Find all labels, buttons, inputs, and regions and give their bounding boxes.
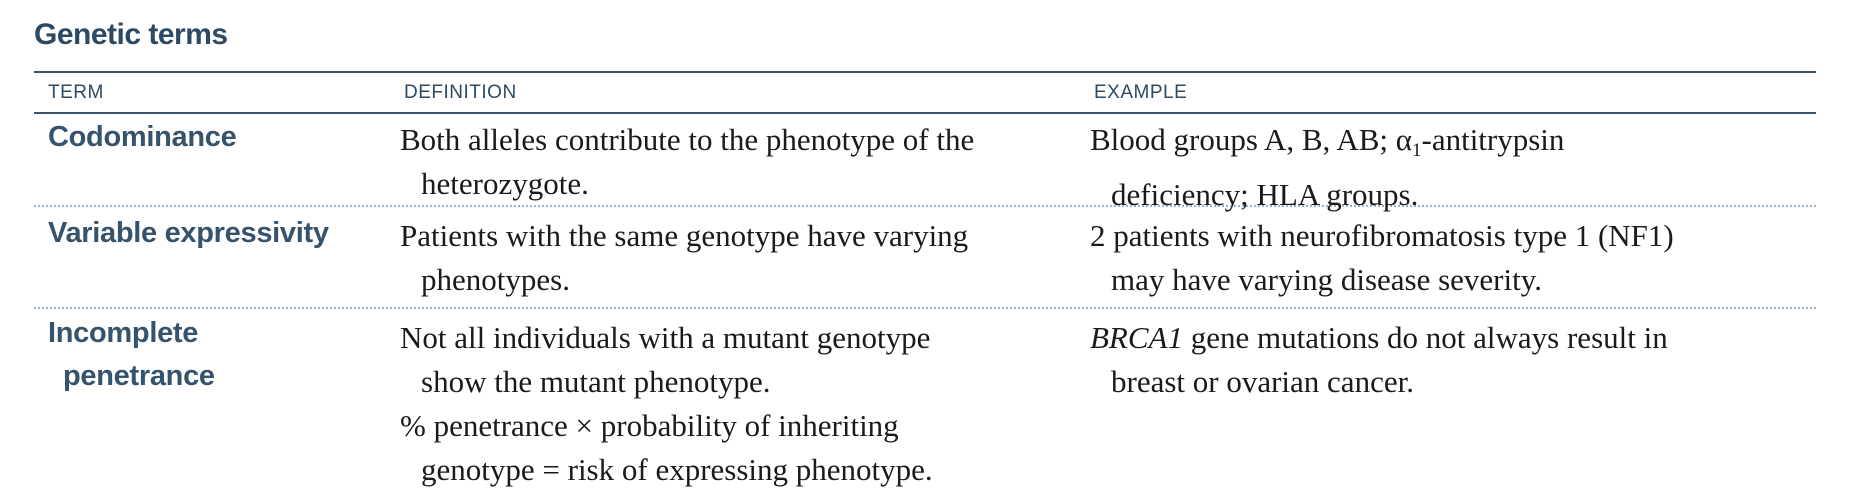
term-label-continued: penetrance (63, 360, 215, 392)
definition-line: heterozygote. (421, 166, 589, 201)
definition-line: genotype = risk of expressing phenotype. (421, 452, 933, 487)
example-line: deficiency; HLA groups. (1111, 177, 1419, 212)
example-line: BRCA1 gene mutations do not always resul… (1090, 316, 1802, 360)
definition-line: phenotypes. (421, 262, 570, 297)
example-line: may have varying disease severity. (1111, 262, 1542, 297)
definition-line: show the mutant phenotype. (421, 364, 771, 399)
term-cell: Incomplete penetrance (48, 312, 388, 398)
term-label: Variable expressivity (48, 217, 329, 249)
example-line: 2 patients with neurofibromatosis type 1… (1090, 218, 1674, 253)
column-header-term: TERM (48, 82, 104, 103)
term-cell: Codominance (48, 116, 388, 159)
table-row: Variable expressivity Patients with the … (34, 207, 1816, 309)
definition-line: Both alleles contribute to the phenotype… (400, 122, 975, 157)
example-text: Blood groups A, B, AB; (1090, 122, 1396, 157)
column-header-example: EXAMPLE (1094, 82, 1188, 103)
table-row: Codominance Both alleles contribute to t… (34, 114, 1816, 212)
alpha-subscript: 1 (1412, 140, 1422, 161)
definition-cell: Both alleles contribute to the phenotype… (400, 118, 1090, 206)
gene-name: BRCA1 (1090, 320, 1183, 355)
example-text: -antitrypsin (1421, 122, 1565, 157)
example-cell: 2 patients with neurofibromatosis type 1… (1090, 214, 1802, 302)
term-label: Codominance (48, 121, 237, 153)
alpha-symbol: α (1395, 122, 1412, 157)
table-title: Genetic terms (34, 18, 228, 51)
example-cell: Blood groups A, B, AB; α1-antitrypsin de… (1090, 118, 1802, 217)
column-header-definition: DEFINITION (404, 82, 517, 103)
example-line: breast or ovarian cancer. (1111, 364, 1414, 399)
definition-cell: Not all individuals with a mutant genoty… (400, 316, 1090, 492)
term-cell: Variable expressivity (48, 212, 388, 255)
example-line: Blood groups A, B, AB; α1-antitrypsin (1090, 118, 1802, 173)
example-cell: BRCA1 gene mutations do not always resul… (1090, 316, 1802, 404)
definition-cell: Patients with the same genotype have var… (400, 214, 1090, 302)
definition-line: Patients with the same genotype have var… (400, 218, 969, 253)
definition-line: Not all individuals with a mutant genoty… (400, 320, 931, 355)
header-top-rule (34, 71, 1816, 73)
table-row: Incomplete penetrance Not all individual… (34, 309, 1816, 504)
example-text: gene mutations do not always result in (1183, 320, 1668, 355)
table-header-row: TERM DEFINITION EXAMPLE (34, 74, 1816, 114)
definition-line: % penetrance × probability of inheriting (400, 408, 899, 443)
term-label: Incomplete (48, 317, 199, 349)
